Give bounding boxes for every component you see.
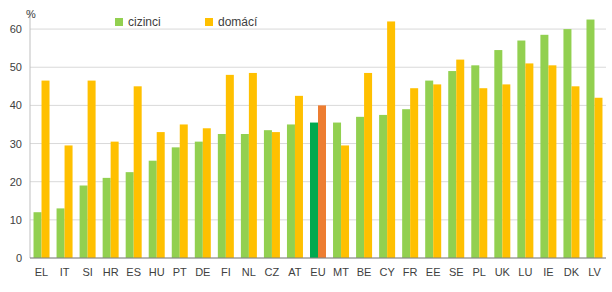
y-tick-label: 0 bbox=[16, 252, 22, 264]
bar bbox=[594, 98, 602, 258]
grid-line bbox=[30, 258, 606, 259]
bar bbox=[80, 186, 88, 258]
x-tick-label: LV bbox=[588, 266, 601, 278]
bar bbox=[203, 128, 211, 258]
y-tick-label: 60 bbox=[10, 23, 22, 35]
bar bbox=[433, 84, 441, 258]
x-tick-label: AT bbox=[288, 266, 302, 278]
x-tick-label: ES bbox=[126, 266, 141, 278]
bar bbox=[218, 134, 226, 258]
bar bbox=[157, 132, 165, 258]
bar bbox=[318, 105, 326, 258]
x-tick-label: HR bbox=[103, 266, 119, 278]
bar bbox=[586, 20, 594, 258]
bar bbox=[571, 86, 579, 258]
bar bbox=[410, 88, 418, 258]
bar bbox=[126, 172, 134, 258]
x-tick-label: SI bbox=[82, 266, 92, 278]
bar bbox=[425, 81, 433, 258]
bar bbox=[272, 132, 280, 258]
grid-line bbox=[30, 29, 606, 30]
bar bbox=[88, 81, 96, 258]
bar bbox=[264, 130, 272, 258]
bar bbox=[540, 35, 548, 258]
x-tick-label: BE bbox=[357, 266, 372, 278]
bar bbox=[341, 145, 349, 258]
y-tick-label: 50 bbox=[10, 61, 22, 73]
legend-label: cizinci bbox=[128, 15, 161, 29]
bar bbox=[134, 86, 142, 258]
bar bbox=[525, 63, 533, 258]
bar bbox=[57, 208, 65, 258]
bar bbox=[249, 73, 257, 258]
x-tick-label: PL bbox=[473, 266, 486, 278]
bar bbox=[149, 161, 157, 258]
bar bbox=[563, 29, 571, 258]
bar bbox=[333, 123, 341, 258]
bar bbox=[364, 73, 372, 258]
x-tick-label: MT bbox=[333, 266, 349, 278]
x-tick-label: DE bbox=[195, 266, 210, 278]
bar bbox=[448, 71, 456, 258]
bar bbox=[502, 84, 510, 258]
x-axis bbox=[30, 258, 606, 259]
bar bbox=[295, 96, 303, 258]
bar bbox=[34, 212, 42, 258]
bar bbox=[172, 147, 180, 258]
x-tick-label: CZ bbox=[265, 266, 280, 278]
bar bbox=[111, 142, 119, 258]
bar bbox=[356, 117, 364, 258]
x-tick-label: EE bbox=[426, 266, 441, 278]
chart: 0 10 20 30 40 50 60% EL IT SI HR ES HU PT DE FI NL CZ AT EU… bbox=[0, 0, 612, 292]
y-axis bbox=[30, 10, 31, 258]
legend: cizinci domácí bbox=[115, 15, 258, 29]
bars bbox=[34, 20, 603, 258]
legend-swatch bbox=[115, 18, 123, 26]
x-tick-label: IE bbox=[543, 266, 553, 278]
bar bbox=[379, 115, 387, 258]
legend-swatch bbox=[205, 18, 213, 26]
x-tick-label: DK bbox=[564, 266, 580, 278]
bar bbox=[456, 60, 464, 258]
bar bbox=[287, 124, 295, 258]
y-tick-label: 40 bbox=[10, 99, 22, 111]
x-tick-label: LU bbox=[518, 266, 532, 278]
x-tick-label: HU bbox=[149, 266, 165, 278]
x-tick-label: FR bbox=[403, 266, 418, 278]
x-tick-label: FI bbox=[221, 266, 231, 278]
bar bbox=[517, 41, 525, 258]
x-tick-label: IT bbox=[60, 266, 70, 278]
x-tick-label: UK bbox=[495, 266, 511, 278]
bar bbox=[103, 178, 111, 258]
x-tick-label: EL bbox=[35, 266, 48, 278]
bar bbox=[402, 109, 410, 258]
x-tick-label: PT bbox=[173, 266, 187, 278]
bar bbox=[42, 81, 50, 258]
y-tick-label: 20 bbox=[10, 176, 22, 188]
bar bbox=[387, 21, 395, 258]
x-tick-label: CY bbox=[379, 266, 395, 278]
bar bbox=[226, 75, 234, 258]
bar bbox=[241, 134, 249, 258]
bar bbox=[195, 142, 203, 258]
bar bbox=[479, 88, 487, 258]
x-tick-label: EU bbox=[310, 266, 325, 278]
bar bbox=[548, 65, 556, 258]
x-tick-label: SE bbox=[449, 266, 464, 278]
y-tick-label: 30 bbox=[10, 138, 22, 150]
bar bbox=[471, 65, 479, 258]
x-tick-label: NL bbox=[242, 266, 256, 278]
y-axis-label: % bbox=[26, 8, 36, 20]
y-tick-label: 10 bbox=[10, 214, 22, 226]
legend-label: domácí bbox=[218, 15, 258, 29]
bar bbox=[494, 50, 502, 258]
bar bbox=[310, 123, 318, 258]
bar bbox=[180, 124, 188, 258]
bar bbox=[65, 145, 73, 258]
